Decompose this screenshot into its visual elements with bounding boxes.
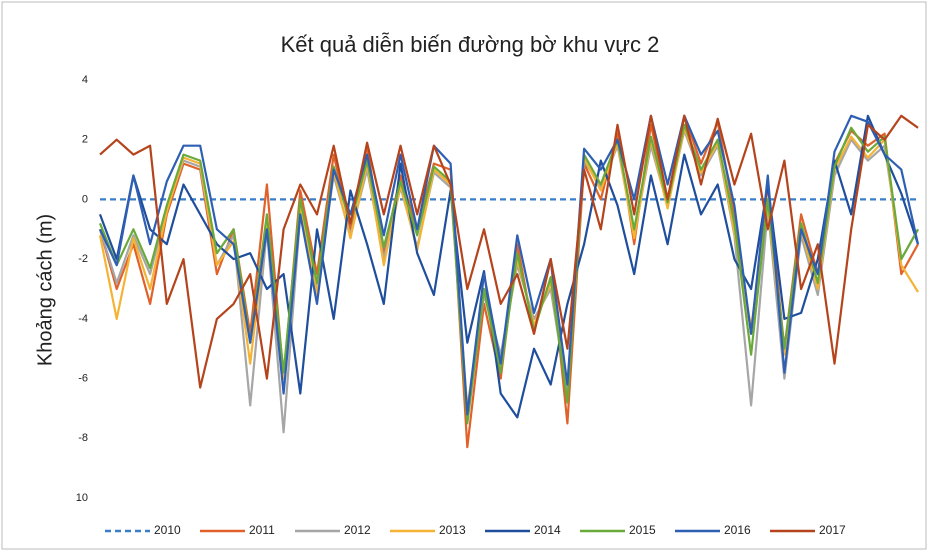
chart-title: Kết quả diễn biến đường bờ khu vực 2 xyxy=(281,32,660,57)
legend-label: 2015 xyxy=(629,523,656,537)
y-tick-label: -8 xyxy=(78,432,88,444)
series-line xyxy=(98,123,919,425)
y-tick-label: 10 xyxy=(76,492,88,504)
y-tick-label: -6 xyxy=(78,372,88,384)
legend-label: 2016 xyxy=(724,523,751,537)
y-tick-label: 2 xyxy=(82,134,88,146)
series-line xyxy=(99,114,920,416)
legend-label: 2013 xyxy=(439,523,466,537)
legend-label: 2010 xyxy=(154,523,181,537)
legend-label: 2017 xyxy=(819,523,846,537)
legend-label: 2012 xyxy=(344,523,371,537)
series-line xyxy=(99,114,919,389)
y-tick-label: -4 xyxy=(78,313,88,325)
y-tick-label: -2 xyxy=(78,253,88,265)
y-axis-label: Khoảng cách (m) xyxy=(34,214,56,366)
legend-label: 2011 xyxy=(249,523,275,537)
y-tick-label: 0 xyxy=(82,193,88,205)
legend-label: 2014 xyxy=(534,523,561,537)
y-tick-label: 4 xyxy=(82,74,88,86)
